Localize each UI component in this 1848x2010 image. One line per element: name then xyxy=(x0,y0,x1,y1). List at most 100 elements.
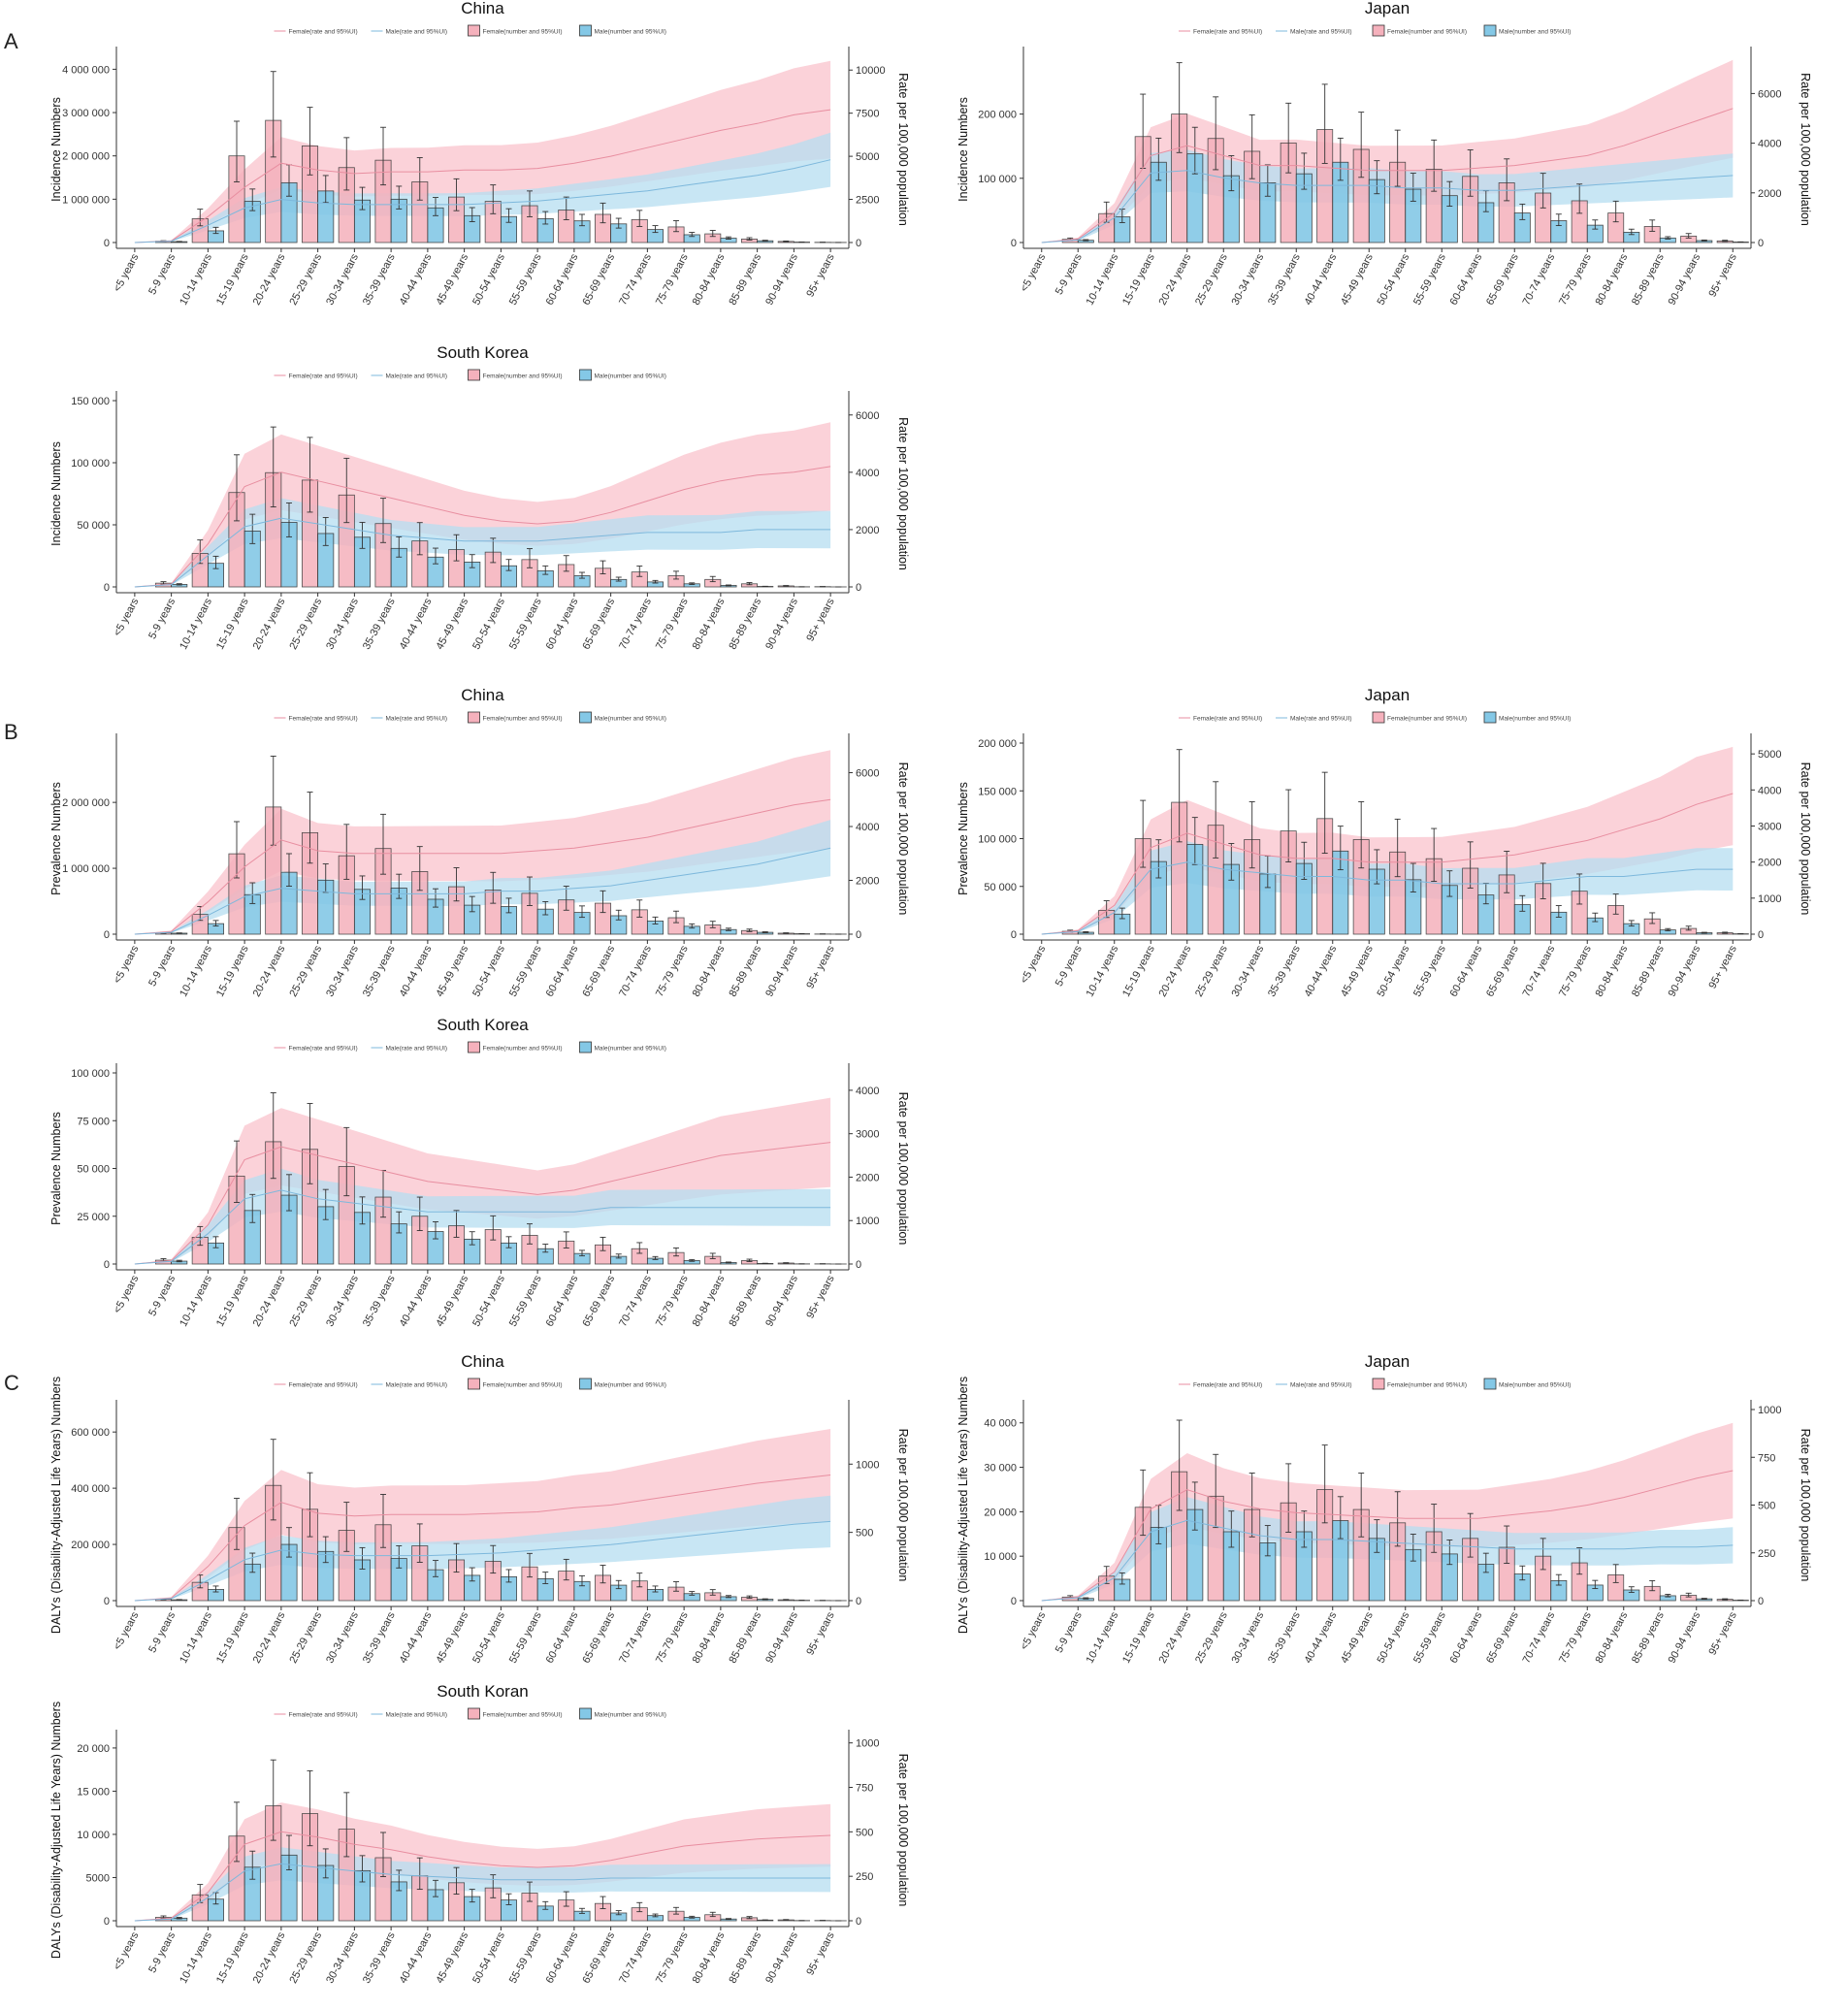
y2-axis-title: Rate per 100,000 population xyxy=(1799,762,1812,916)
x-tick-label: 5-9 years xyxy=(146,943,178,989)
female-rate-line xyxy=(1041,108,1734,243)
legend-label-male_rate: Male(rate and 95%UI) xyxy=(386,373,448,380)
y-tick-label: 20 000 xyxy=(77,1743,110,1755)
y2-tick-label: 1000 xyxy=(856,1216,879,1227)
legend: Female(rate and 95%UI) Male(rate and 95%U… xyxy=(274,711,666,724)
female-rate-line xyxy=(1041,1470,1734,1602)
y2-tick-label: 4000 xyxy=(856,822,879,833)
y-tick-label: 1 000 000 xyxy=(62,863,110,875)
x-tick-label: 20-24 years xyxy=(251,596,288,651)
x-tick-label: 75-79 years xyxy=(1557,251,1594,307)
male-rate-line xyxy=(1041,170,1734,243)
y-tick-label: 0 xyxy=(104,582,110,594)
legend-label-female_number: Female(number and 95%UI) xyxy=(483,1046,563,1053)
legend: Female(rate and 95%UI) Male(rate and 95%U… xyxy=(274,24,666,37)
y2-axis-title: Rate per 100,000 population xyxy=(1799,73,1812,226)
x-tick-label: 60-64 years xyxy=(544,943,581,998)
legend-swatch-female_number xyxy=(468,1041,480,1054)
x-tick-label: 10-14 years xyxy=(178,1609,214,1665)
x-tick-label: 70-74 years xyxy=(617,251,654,307)
x-tick-label: 70-74 years xyxy=(617,596,654,651)
x-tick-label: 55-59 years xyxy=(507,943,544,998)
x-tick-label: 10-14 years xyxy=(178,943,214,998)
y2-tick-label: 4000 xyxy=(1758,139,1781,150)
y2-tick-label: 500 xyxy=(1758,1501,1775,1512)
x-tick-label: 5-9 years xyxy=(146,251,178,297)
female-rate-band xyxy=(134,1429,831,1601)
x-tick-label: 40-44 years xyxy=(398,1929,435,1985)
y2-axis-title: Rate per 100,000 population xyxy=(896,1092,910,1246)
y-tick-label: 15 000 xyxy=(77,1786,110,1798)
x-tick-label: <5 years xyxy=(1019,943,1049,986)
x-tick-label: 15-19 years xyxy=(214,1273,251,1328)
x-tick-label: 25-29 years xyxy=(287,1609,324,1665)
x-tick-label: 15-19 years xyxy=(1120,943,1157,998)
x-tick-label: 95+ years xyxy=(1706,251,1739,299)
y2-tick-label: 2000 xyxy=(1758,858,1781,869)
x-tick-label: 95+ years xyxy=(804,1929,837,1977)
x-tick-label: 60-64 years xyxy=(544,251,581,307)
female-rate-line xyxy=(134,1142,831,1265)
legend-label-male_rate: Male(rate and 95%UI) xyxy=(386,1382,448,1389)
female-rate-band xyxy=(1041,746,1734,934)
x-tick-label: 15-19 years xyxy=(1120,1609,1157,1665)
y-axis-title: Incidence Numbers xyxy=(49,441,63,546)
x-tick-label: 70-74 years xyxy=(1521,943,1558,998)
legend-label-male_rate: Male(rate and 95%UI) xyxy=(386,1712,448,1719)
legend-swatch-female_number xyxy=(1372,1378,1385,1390)
y-tick-label: 40 000 xyxy=(984,1418,1017,1430)
y2-axis-title: Rate per 100,000 population xyxy=(896,762,910,916)
male-rate-band xyxy=(134,132,831,243)
x-tick-label: 75-79 years xyxy=(654,1273,691,1328)
y-tick-label: 75 000 xyxy=(77,1116,110,1127)
x-tick-label: 30-34 years xyxy=(1230,1609,1267,1665)
x-tick-label: 10-14 years xyxy=(178,251,214,307)
y-tick-label: 3 000 000 xyxy=(62,108,110,119)
x-tick-label: 40-44 years xyxy=(398,1609,435,1665)
x-tick-label: 20-24 years xyxy=(251,1609,288,1665)
panel-label-c: C xyxy=(4,1371,19,1395)
x-tick-label: 60-64 years xyxy=(1448,251,1485,307)
legend-label-female_rate: Female(rate and 95%UI) xyxy=(289,1382,358,1389)
x-tick-label: 65-69 years xyxy=(580,596,617,651)
y2-tick-label: 6000 xyxy=(856,768,879,780)
x-tick-label: 95+ years xyxy=(804,1609,837,1657)
legend-label-male_rate: Male(rate and 95%UI) xyxy=(1290,29,1352,36)
y2-axis-title: Rate per 100,000 population xyxy=(896,417,910,570)
x-tick-label: 60-64 years xyxy=(544,596,581,651)
y2-tick-label: 500 xyxy=(856,1827,873,1838)
legend-label-female_number: Female(number and 95%UI) xyxy=(483,1712,563,1719)
legend-swatch-male_number xyxy=(579,369,592,381)
y-tick-label: 10 000 xyxy=(984,1551,1017,1563)
x-tick-label: <5 years xyxy=(112,251,142,294)
x-tick-label: 70-74 years xyxy=(617,943,654,998)
y2-tick-label: 6000 xyxy=(856,410,879,422)
x-tick-label: 95+ years xyxy=(804,251,837,299)
y2-tick-label: 4000 xyxy=(856,1086,879,1097)
x-tick-label: 70-74 years xyxy=(1521,251,1558,307)
x-tick-label: 85-89 years xyxy=(1630,251,1667,307)
legend-label-female_number: Female(number and 95%UI) xyxy=(1387,716,1467,723)
y-tick-label: 0 xyxy=(104,1259,110,1271)
y2-tick-label: 5000 xyxy=(1758,749,1781,761)
x-tick-label: 60-64 years xyxy=(1448,1609,1485,1665)
x-tick-label: 80-84 years xyxy=(691,596,728,651)
chart-title: Japan xyxy=(1365,686,1410,704)
y-tick-label: 100 000 xyxy=(978,174,1017,185)
legend-label-male_number: Male(number and 95%UI) xyxy=(595,373,666,380)
legend-swatch-female_number xyxy=(468,1378,480,1390)
y2-tick-label: 0 xyxy=(856,1596,861,1607)
x-tick-label: 70-74 years xyxy=(617,1609,654,1665)
male-rate-line xyxy=(134,159,831,243)
legend-swatch-male_number xyxy=(579,1707,592,1720)
x-tick-label: 30-34 years xyxy=(1230,943,1267,998)
legend-swatch-male_number xyxy=(579,1378,592,1390)
x-tick-label: 40-44 years xyxy=(398,251,435,307)
x-tick-label: 15-19 years xyxy=(214,1929,251,1985)
x-tick-label: 20-24 years xyxy=(1157,1609,1194,1665)
y2-tick-label: 7500 xyxy=(856,109,879,120)
y-tick-label: 1 000 000 xyxy=(62,194,110,206)
legend: Female(rate and 95%UI) Male(rate and 95%U… xyxy=(274,1707,666,1720)
x-tick-label: 75-79 years xyxy=(654,1609,691,1665)
y2-tick-label: 1000 xyxy=(856,1459,879,1471)
